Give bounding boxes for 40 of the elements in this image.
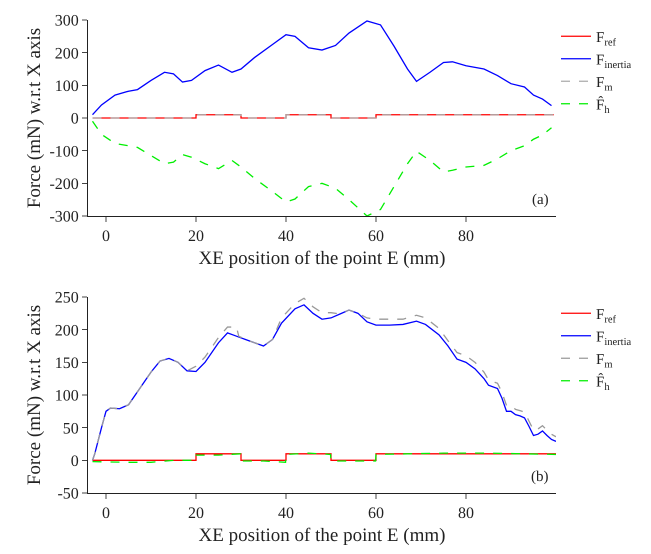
legend-label: F$_{ref}$ [596,307,616,326]
legend-label: F$_{inertia}$ [596,330,632,348]
legend-label: F$_{m}$ [596,352,613,370]
x-tick-label: 80 [458,505,474,522]
x-tick-label: 80 [458,228,474,246]
y-tick-label: 300 [54,12,79,30]
line-series [92,120,552,216]
y-tick-label: -300 [49,208,79,226]
legend-label: F$_{inertia}$ [596,52,632,71]
y-tick-label: 200 [54,322,79,340]
y-tick-label: 0 [70,452,79,470]
x-tick-label: 0 [102,505,110,522]
y-tick-label: 0 [70,110,79,128]
x-tick-label: 40 [278,228,294,246]
legend-label: F$_{m}$ [596,75,613,94]
x-tick-label: 20 [188,505,204,522]
legend-label: F$_{ref}$ [596,30,616,48]
y-axis-title: Force (mN) w.r.t X axis [24,304,45,486]
annotation: (b) [531,469,548,485]
y-tick-label: 50 [62,420,79,438]
y-tick-label: 200 [54,45,79,62]
y-tick-label: 250 [54,290,79,307]
y-axis-title: Force (mN) w.r.t X axis [24,28,45,208]
x-axis-title: XE position of the point E (mm) [198,525,446,546]
y-tick-label: -100 [49,143,79,160]
y-tick-label: 100 [54,388,79,405]
y-tick-label: 100 [54,78,79,95]
line-series [92,20,552,116]
x-tick-label: 0 [102,228,110,246]
legend-label: F̂$_{h}$ [596,372,610,393]
y-tick-label: 150 [54,354,79,372]
legend-label: F̂$_{h}$ [596,96,610,116]
x-tick-label: 20 [188,228,204,246]
x-tick-label: 60 [368,505,384,522]
y-tick-label: -50 [57,486,79,503]
x-axis-title: XE position of the point E (mm) [198,248,446,269]
annotation: (a) [532,192,549,208]
y-tick-label: -200 [49,176,79,193]
x-tick-label: 40 [278,505,294,522]
x-tick-label: 60 [368,228,384,246]
